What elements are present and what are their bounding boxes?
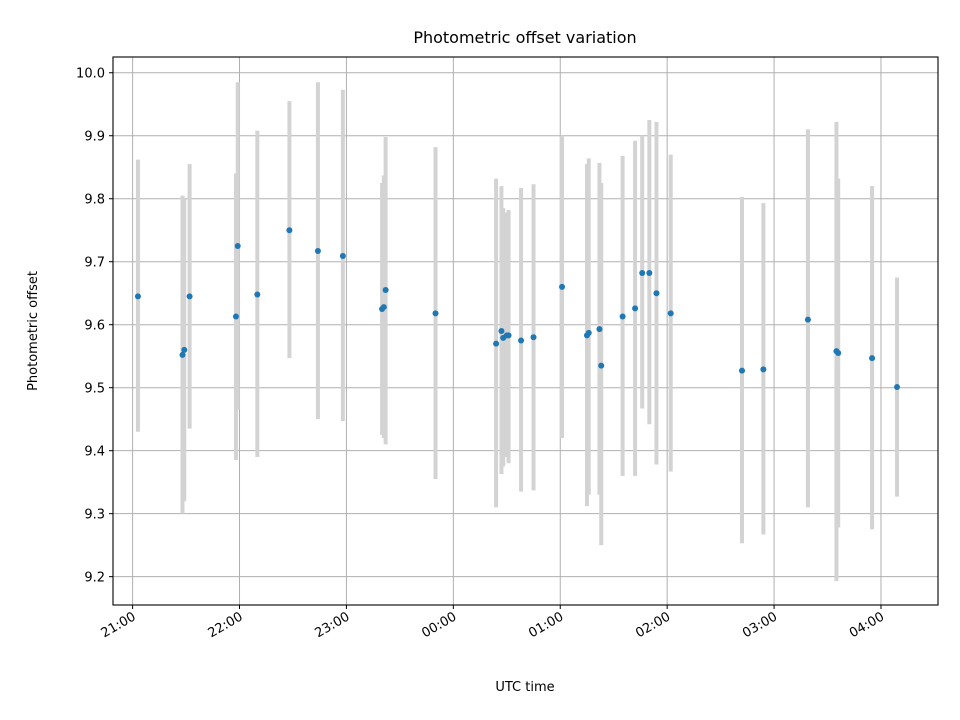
y-tick-label: 9.6 (84, 319, 105, 334)
data-point (493, 340, 500, 347)
data-point (598, 362, 605, 369)
data-point (498, 328, 505, 334)
y-tick-label: 9.2 (84, 571, 105, 586)
y-tick-label: 9.8 (84, 193, 105, 208)
data-point (804, 316, 811, 323)
data-point (619, 313, 626, 320)
data-point (760, 366, 767, 373)
point-layer (134, 227, 901, 391)
x-axis-label: UTC time (495, 680, 554, 695)
data-point (530, 334, 537, 341)
y-axis-label: Photometric offset (26, 271, 41, 391)
y-tick-label: 9.9 (84, 130, 105, 145)
chart-title: Photometric offset variation (413, 28, 636, 47)
data-point (314, 248, 321, 255)
data-point (134, 293, 141, 300)
data-point (505, 332, 512, 339)
data-point (380, 304, 387, 311)
data-point (738, 367, 745, 374)
data-point (596, 326, 603, 333)
data-point (179, 351, 186, 358)
data-point (232, 313, 239, 320)
data-point (869, 355, 876, 362)
data-point (559, 283, 566, 290)
plot-frame (112, 56, 939, 606)
data-point (186, 293, 193, 300)
data-point (286, 227, 293, 234)
data-point (432, 310, 439, 317)
data-point (339, 253, 346, 260)
data-point (585, 329, 592, 336)
y-tick-label: 10.0 (76, 67, 105, 82)
y-tick-label: 9.7 (84, 256, 105, 271)
data-point (518, 337, 525, 344)
data-point (181, 346, 188, 353)
data-point (632, 305, 639, 312)
data-point (234, 242, 241, 249)
data-point (653, 290, 660, 297)
y-tick-label: 9.5 (84, 382, 105, 397)
data-point (382, 287, 389, 294)
data-point (894, 384, 901, 391)
data-point (667, 310, 674, 317)
grid-layer (113, 57, 938, 605)
y-tick-label: 9.4 (84, 445, 105, 460)
data-point (254, 291, 261, 298)
y-tick-label: 9.3 (84, 508, 105, 523)
data-point (646, 270, 653, 277)
data-point (835, 350, 842, 357)
data-point (639, 270, 646, 277)
